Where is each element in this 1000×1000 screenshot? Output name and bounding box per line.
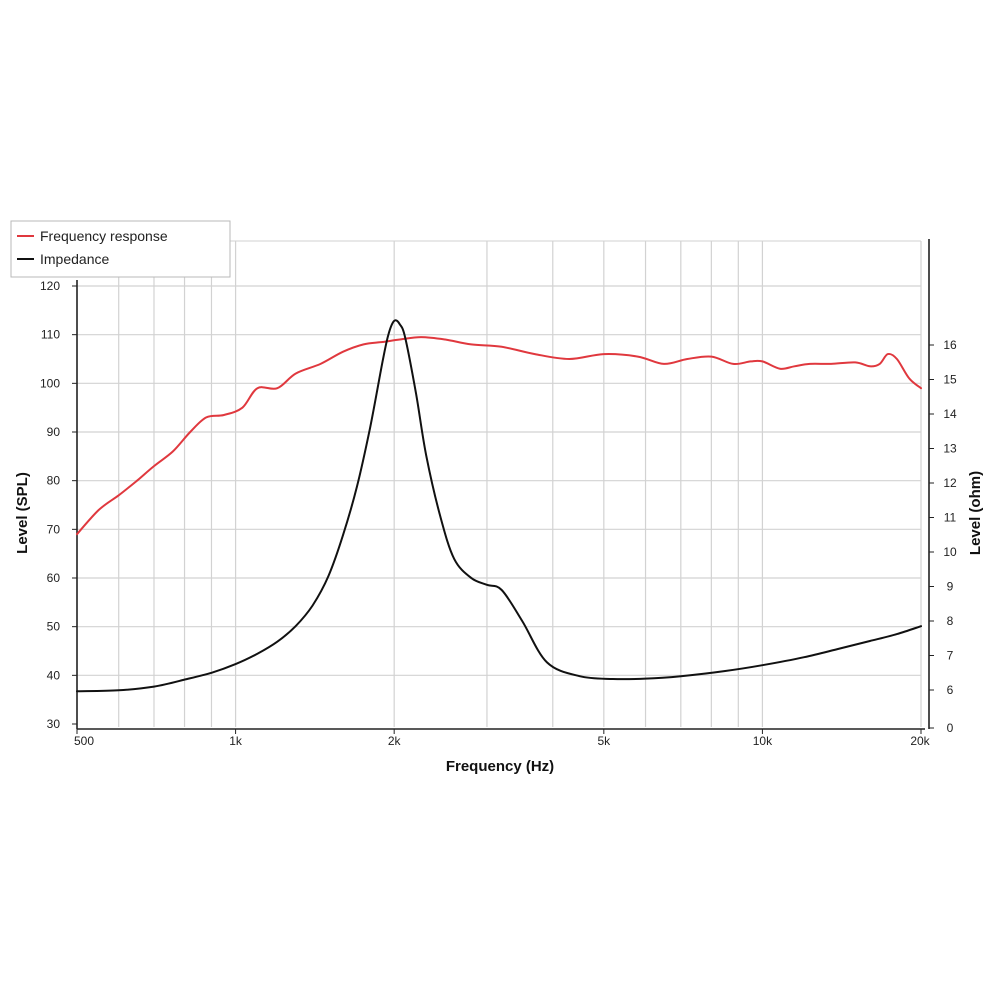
series-line-frequency-response bbox=[76, 336, 922, 536]
left-tick-label: 120 bbox=[40, 279, 60, 293]
left-axis-title: Level (SPL) bbox=[14, 472, 31, 554]
left-tick-label: 40 bbox=[47, 668, 61, 682]
series-line-impedance bbox=[76, 319, 922, 693]
right-tick-label: 8 bbox=[947, 614, 954, 628]
left-ticks: 30 40 50 60 70 80 90 100 110 120 bbox=[40, 279, 77, 731]
right-tick-label: 9 bbox=[947, 580, 954, 594]
legend-label-impedance: Impedance bbox=[40, 251, 109, 267]
right-axis-title: Level (ohm) bbox=[967, 471, 984, 555]
right-tick-label: 16 bbox=[943, 338, 957, 352]
right-tick-label: 13 bbox=[943, 442, 957, 456]
x-tick-label: 10k bbox=[753, 734, 773, 748]
legend-label-frequency-response: Frequency response bbox=[40, 228, 168, 244]
right-tick-label: 15 bbox=[943, 373, 957, 387]
right-tick-label: 12 bbox=[943, 476, 957, 490]
right-ticks: 0 6 7 8 9 10 11 12 13 14 15 16 bbox=[929, 338, 957, 735]
x-tick-label: 5k bbox=[597, 734, 611, 748]
right-tick-label: 0 bbox=[947, 721, 954, 735]
right-tick-label: 14 bbox=[943, 407, 957, 421]
x-axis-title: Frequency (Hz) bbox=[446, 758, 554, 775]
right-tick-label: 10 bbox=[943, 545, 957, 559]
left-tick-label: 110 bbox=[41, 328, 60, 342]
legend: Frequency response Impedance bbox=[10, 220, 231, 278]
left-tick-label: 90 bbox=[47, 425, 61, 439]
x-tick-label: 1k bbox=[229, 734, 243, 748]
left-tick-label: 50 bbox=[47, 620, 61, 634]
x-tick-label: 2k bbox=[388, 734, 402, 748]
right-tick-label: 6 bbox=[947, 683, 954, 697]
x-tick-label: 20k bbox=[910, 734, 930, 748]
axes bbox=[76, 239, 930, 730]
right-tick-label: 11 bbox=[944, 511, 957, 525]
left-tick-label: 80 bbox=[47, 474, 61, 488]
left-tick-label: 30 bbox=[47, 717, 61, 731]
left-tick-label: 60 bbox=[47, 571, 61, 585]
x-tick-label: 500 bbox=[74, 734, 94, 748]
legend-box bbox=[10, 220, 231, 278]
left-tick-label: 70 bbox=[47, 522, 61, 536]
series-layer bbox=[76, 319, 922, 693]
grid bbox=[77, 240, 922, 727]
right-tick-label: 7 bbox=[947, 649, 954, 663]
left-tick-label: 100 bbox=[40, 376, 60, 390]
x-ticks: 500 1k 2k 5k 10k 20k bbox=[74, 729, 931, 748]
